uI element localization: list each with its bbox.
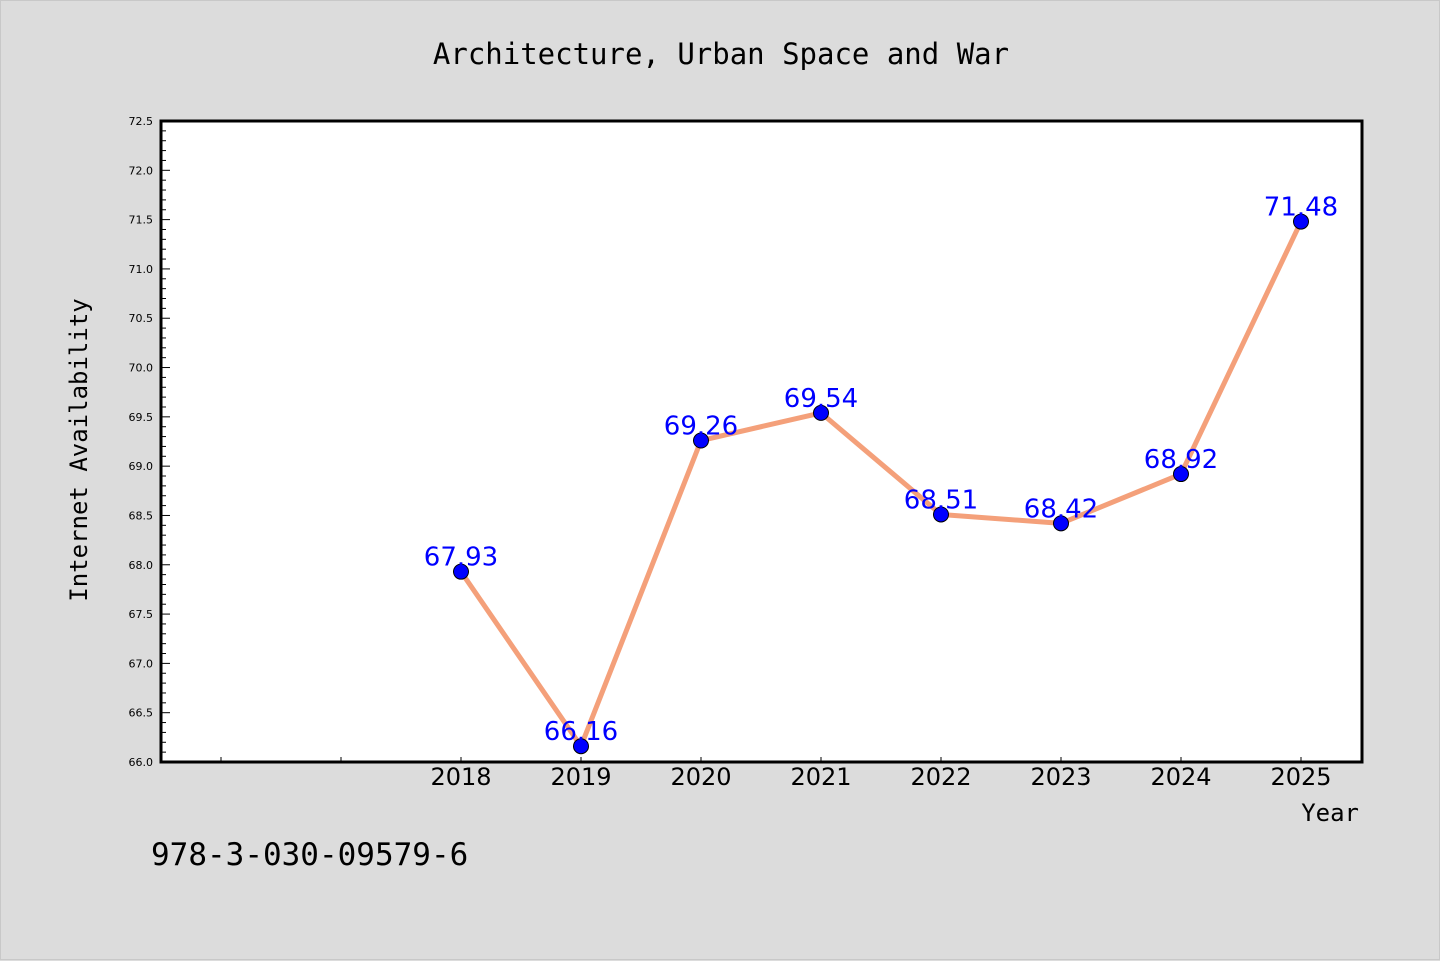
data-label: 69.26	[664, 412, 738, 442]
data-point	[693, 432, 709, 449]
y-tick-label: 67.5	[129, 608, 154, 621]
x-tick-label: 2023	[1030, 763, 1091, 791]
data-point	[813, 404, 829, 421]
x-tick-label: 2019	[550, 763, 611, 791]
plot-area	[159, 119, 1364, 764]
data-label: 68.92	[1144, 445, 1218, 475]
x-axis: 2018 2019 2020 2021 2022 2023 2024 2025	[220, 757, 1332, 791]
y-tick-label: 72.0	[129, 164, 154, 177]
data-label: 68.42	[1024, 494, 1098, 524]
y-tick-label: 66.5	[129, 707, 154, 720]
chart-title: Architecture, Urban Space and War	[433, 37, 1009, 71]
data-point	[1293, 213, 1309, 230]
y-tick-label: 70.0	[129, 362, 154, 375]
series-layer: 67.93 66.16 69.26 69.54 68.51 68.42 68.92 71.48	[424, 193, 1338, 755]
x-tick-label: 2024	[1150, 763, 1211, 791]
x-tick-label: 2025	[1270, 763, 1331, 791]
y-tick-label: 69.5	[129, 411, 154, 424]
y-tick-label: 70.5	[129, 312, 154, 325]
data-point	[573, 738, 589, 755]
data-point	[1173, 466, 1189, 483]
x-tick-label: 2021	[790, 763, 851, 791]
data-point	[1053, 515, 1069, 532]
x-axis-label: Year	[1301, 799, 1359, 827]
x-tick-label: 2022	[910, 763, 971, 791]
data-label: 68.51	[904, 485, 978, 515]
data-point	[933, 506, 949, 523]
y-tick-label: 68.5	[129, 509, 154, 522]
y-tick-label: 68.0	[129, 559, 154, 572]
data-label: 71.48	[1264, 193, 1338, 223]
y-tick-label: 67.0	[129, 657, 154, 670]
y-tick-label: 72.5	[129, 115, 154, 128]
data-label: 66.16	[544, 717, 618, 747]
x-tick-label: 2018	[430, 763, 491, 791]
series-line	[458, 219, 1304, 749]
y-tick-label: 66.0	[129, 756, 154, 769]
data-point	[453, 563, 469, 580]
y-tick-label: 71.0	[129, 263, 154, 276]
y-tick-label: 69.0	[129, 460, 154, 473]
y-axis: 66.0 66.5 67.0 67.5 68.0 68.5 69.0 69.5 70.0 70.5…	[129, 115, 170, 769]
y-axis-label: Internet Availability	[65, 298, 93, 601]
y-tick-label: 71.5	[129, 214, 154, 227]
x-tick-label: 2020	[670, 763, 731, 791]
data-label: 69.54	[784, 384, 858, 414]
isbn-text: 978-3-030-09579-6	[151, 837, 468, 873]
data-label: 67.93	[424, 543, 498, 573]
